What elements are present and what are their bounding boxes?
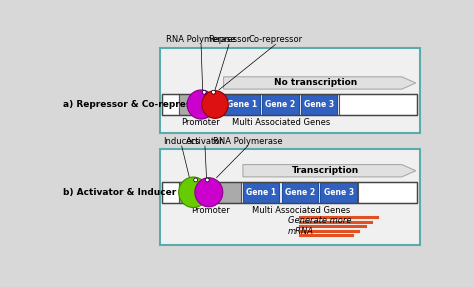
Text: Multi Associated Genes: Multi Associated Genes [232, 118, 330, 127]
Text: Gene 3: Gene 3 [304, 100, 334, 109]
Text: Gene 2: Gene 2 [265, 100, 296, 109]
Text: Gene 1: Gene 1 [227, 100, 257, 109]
Circle shape [205, 178, 209, 182]
Text: Co-repressor: Co-repressor [248, 36, 302, 44]
Bar [160, 149, 419, 245]
Text: Promoter: Promoter [181, 118, 219, 127]
Circle shape [211, 90, 215, 94]
Text: Inducers: Inducers [164, 137, 200, 146]
Text: Gene 3: Gene 3 [324, 188, 354, 197]
Ellipse shape [179, 177, 208, 208]
Bar [262, 94, 299, 115]
Bar [179, 94, 222, 115]
Text: b) Activator & Inducer: b) Activator & Inducer [63, 188, 176, 197]
Bar [160, 48, 419, 133]
Text: Transcription: Transcription [292, 166, 359, 175]
Text: Activator: Activator [186, 137, 224, 146]
Circle shape [194, 178, 198, 182]
Ellipse shape [187, 90, 215, 119]
Text: a) Repressor & Co-repressor: a) Repressor & Co-repressor [63, 100, 207, 109]
Text: RNA Polymerase: RNA Polymerase [213, 137, 283, 146]
Bar [282, 181, 318, 203]
Bar [339, 94, 417, 115]
Text: Gene 1: Gene 1 [246, 188, 276, 197]
Bar [179, 181, 241, 203]
Text: No transcription: No transcription [274, 78, 357, 88]
Bar [301, 94, 337, 115]
Text: Promoter: Promoter [191, 206, 230, 215]
Bar [358, 181, 417, 203]
Bar [162, 181, 179, 203]
Bar [162, 181, 417, 203]
Text: RNA Polymerase: RNA Polymerase [166, 36, 236, 44]
Bar [320, 181, 357, 203]
Text: Gene 2: Gene 2 [285, 188, 315, 197]
Text: Generate more
mRNA: Generate more mRNA [288, 216, 351, 236]
Circle shape [202, 90, 206, 94]
Bar [224, 94, 260, 115]
Ellipse shape [195, 178, 223, 207]
Bar [243, 181, 279, 203]
Text: Multi Associated Genes: Multi Associated Genes [252, 206, 350, 215]
Bar [162, 94, 179, 115]
Text: Repressor: Repressor [208, 36, 250, 44]
Ellipse shape [202, 91, 228, 118]
Bar [162, 94, 417, 115]
FancyArrow shape [243, 164, 416, 177]
FancyArrow shape [224, 77, 416, 89]
